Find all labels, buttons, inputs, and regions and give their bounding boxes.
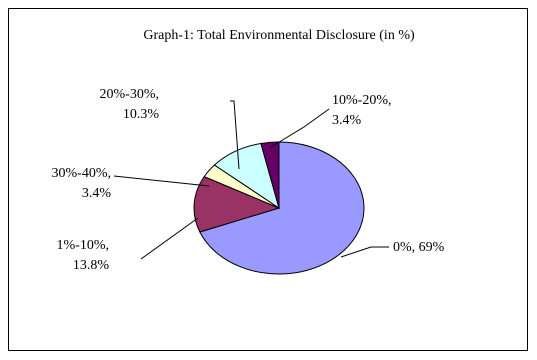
leader-line <box>113 175 210 187</box>
pie-slice-1pct-10pct <box>193 176 281 233</box>
pie-slice-0pct <box>199 141 365 275</box>
leader-line <box>340 246 389 258</box>
data-label: 0%, 69% <box>393 240 445 255</box>
chart-title: Graph-1: Total Environmental Disclosure … <box>143 28 415 43</box>
pie-chart: Graph-1: Total Environmental Disclosure … <box>52 28 445 275</box>
chart-frame: Graph-1: Total Environmental Disclosure … <box>8 8 528 351</box>
leader-line <box>230 100 240 170</box>
data-label: 30%-40%, 3.4% <box>52 166 112 201</box>
leader-line <box>140 217 199 260</box>
data-label: 10%-20%, 3.4% <box>332 93 392 128</box>
data-label: 20%-30%, 10.3% <box>100 87 160 122</box>
leader-line <box>270 108 330 148</box>
data-label: 1%-10%, 13.8% <box>57 238 110 273</box>
